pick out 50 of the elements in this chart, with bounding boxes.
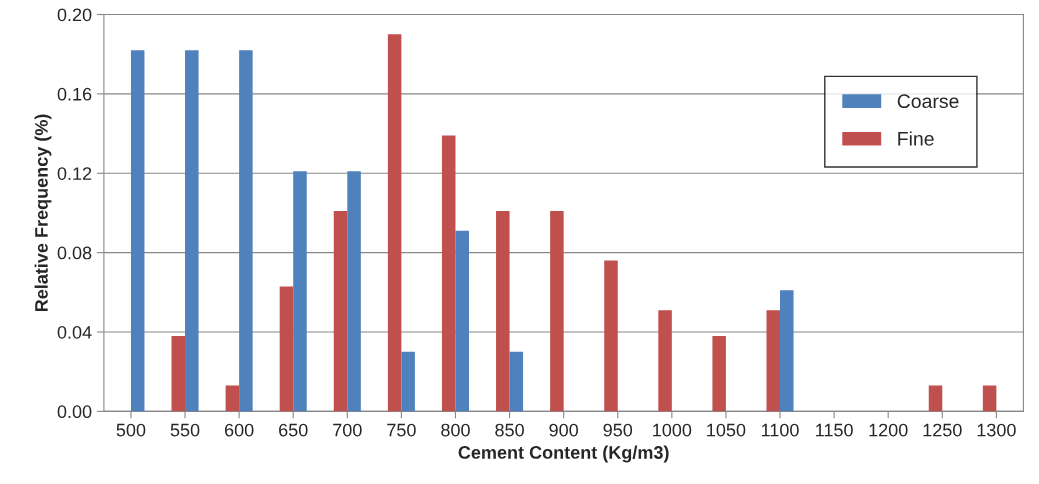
- x-tick-label: 1050: [707, 423, 746, 437]
- bar: [333, 210, 348, 412]
- legend-label: Coarse: [897, 94, 959, 109]
- x-tick-label: 1150: [816, 423, 853, 437]
- bar: [185, 50, 199, 412]
- x-axis-title: Cement Content (Kg/m3): [458, 445, 669, 463]
- bar: [496, 210, 510, 412]
- bar: [982, 385, 997, 412]
- x-tick-label: 900: [549, 423, 579, 437]
- bar: [604, 260, 618, 412]
- bar: [239, 50, 253, 412]
- x-tick-label: 500: [116, 423, 146, 437]
- x-tick-label: 600: [224, 423, 254, 437]
- bar: [509, 351, 524, 412]
- x-tick-label: 700: [333, 423, 362, 437]
- bar: [387, 34, 402, 412]
- legend-label: Fine: [898, 131, 934, 146]
- bar: [780, 290, 794, 412]
- x-tick-label: 550: [170, 423, 200, 437]
- x-tick-label: 1100: [761, 423, 799, 437]
- bar: [766, 310, 781, 412]
- x-tick-label: 1200: [869, 423, 908, 437]
- bar: [455, 230, 469, 412]
- x-tick-label: 1300: [977, 423, 1016, 437]
- x-tick-label: 650: [279, 423, 308, 437]
- bar: [712, 335, 726, 412]
- x-tick-label: 950: [603, 423, 633, 437]
- y-tick-label: 0.16: [57, 87, 92, 101]
- bar: [550, 210, 564, 412]
- x-tick-label: 800: [441, 423, 470, 437]
- bar: [171, 335, 186, 412]
- x-tick-label: 1250: [923, 423, 962, 437]
- y-tick-label: 0.08: [57, 246, 92, 260]
- y-tick-label: 0.00: [57, 405, 92, 419]
- y-axis-title: Relative Frequency (%): [34, 114, 52, 312]
- x-tick-label: 1000: [653, 423, 692, 437]
- bar: [130, 50, 145, 412]
- bar: [347, 171, 361, 412]
- x-tick-label: 850: [495, 423, 524, 437]
- bar: [279, 286, 294, 412]
- bar: [293, 171, 307, 412]
- bar: [658, 310, 672, 412]
- y-tick-label: 0.20: [57, 8, 92, 22]
- x-tick-label: 750: [387, 423, 416, 437]
- bar: [401, 351, 415, 412]
- bar: [441, 135, 456, 412]
- bar: [225, 385, 240, 412]
- bar: [928, 385, 943, 412]
- y-tick-label: 0.04: [57, 325, 92, 339]
- y-tick-label: 0.12: [57, 167, 92, 180]
